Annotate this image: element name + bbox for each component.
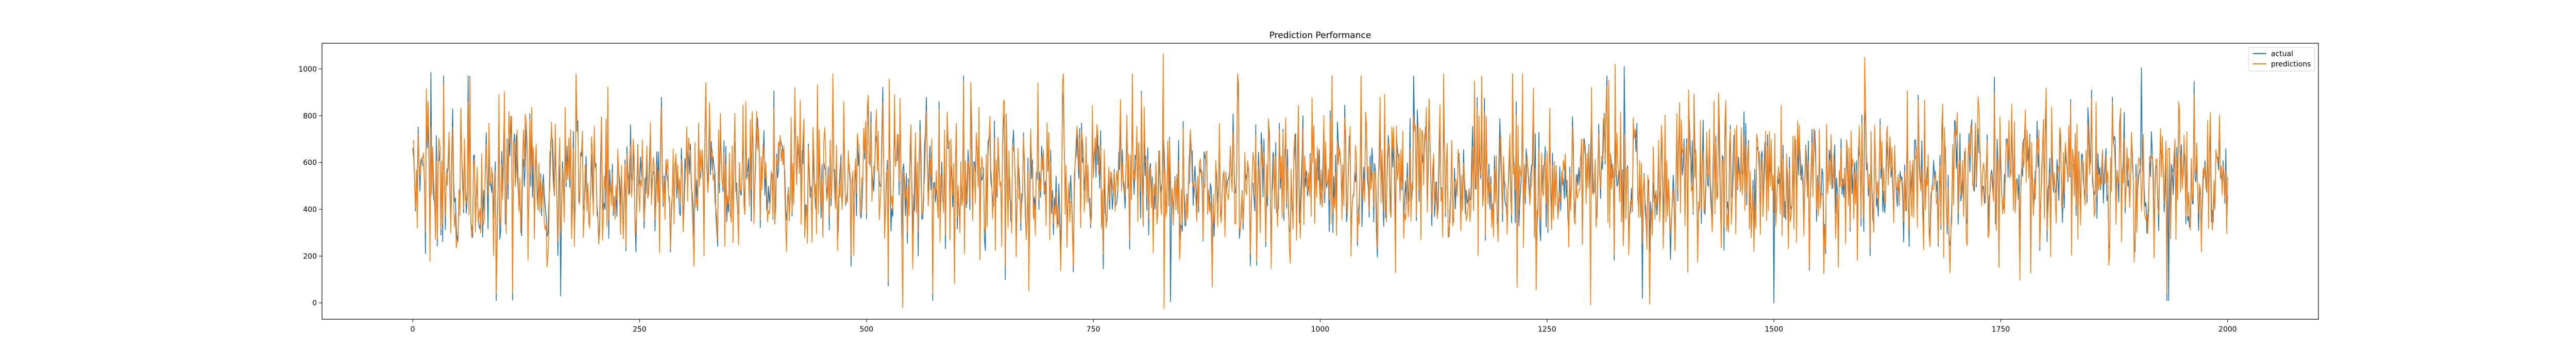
y-tick-label: 600 bbox=[303, 159, 317, 167]
y-axis: 0 200 400 600 800 1000 bbox=[298, 65, 322, 307]
series-layer bbox=[412, 53, 2228, 309]
x-tick-label: 0 bbox=[411, 325, 415, 334]
x-tick-label: 250 bbox=[633, 325, 647, 334]
x-tick-label: 500 bbox=[859, 325, 873, 334]
series-line-predictions bbox=[412, 53, 2228, 309]
legend-label-predictions: predictions bbox=[2271, 60, 2311, 68]
x-tick-label: 1250 bbox=[1538, 325, 1556, 334]
chart-title: Prediction Performance bbox=[1269, 30, 1371, 41]
y-tick-label: 1000 bbox=[298, 65, 317, 74]
legend-label-actual: actual bbox=[2271, 50, 2293, 58]
y-tick-label: 0 bbox=[312, 299, 317, 307]
legend: actual predictions bbox=[2248, 47, 2315, 72]
x-tick-label: 1500 bbox=[1765, 325, 1783, 334]
y-tick-label: 800 bbox=[303, 112, 317, 120]
x-tick-label: 2000 bbox=[2218, 325, 2237, 334]
x-tick-label: 1750 bbox=[1992, 325, 2010, 334]
x-axis: 0 250 500 750 1000 1250 1500 1750 2000 bbox=[411, 319, 2237, 334]
y-tick-label: 200 bbox=[303, 252, 317, 261]
x-tick-label: 750 bbox=[1087, 325, 1100, 334]
y-tick-label: 400 bbox=[303, 206, 317, 214]
x-tick-label: 1000 bbox=[1311, 325, 1330, 334]
